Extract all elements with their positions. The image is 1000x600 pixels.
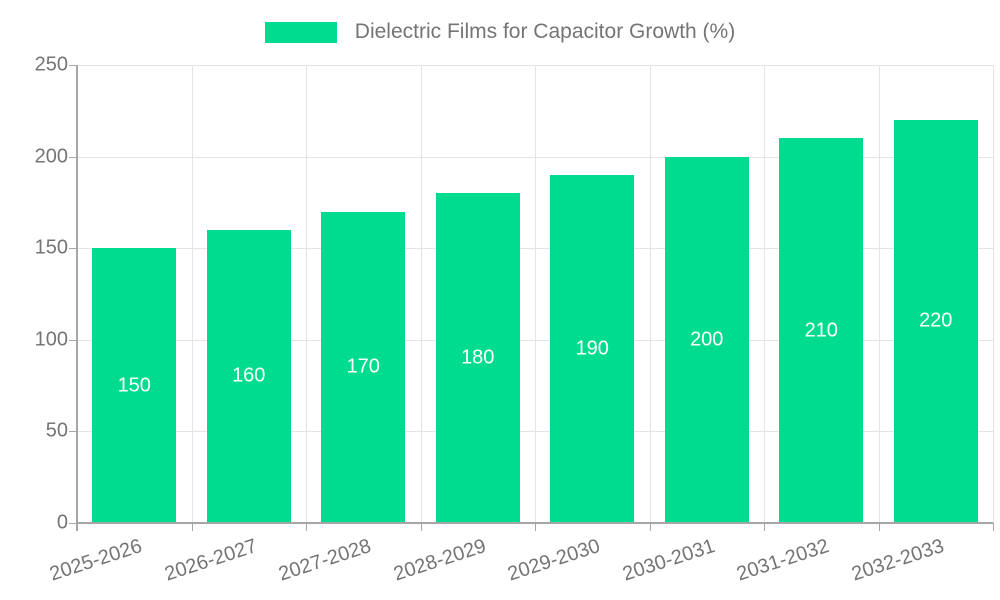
x-tick-label: 2031-2032 [734,535,833,586]
bar-value-label: 210 [804,319,838,342]
x-grid-line [764,65,765,523]
bar [550,174,635,522]
x-axis-tick [420,523,422,531]
y-tick-label: 250 [34,53,68,76]
x-grid-line [306,65,307,523]
y-axis-tick [69,65,77,66]
x-tick-label: 2030-2031 [619,535,718,586]
y-axis-tick [69,156,77,158]
y-axis-tick [69,248,77,250]
legend-swatch [264,21,337,43]
x-axis-line [77,522,993,524]
bar [435,193,520,522]
bar-value-label: 160 [232,364,266,387]
y-axis-tick [69,339,77,341]
x-tick-label: 2026-2027 [161,535,260,586]
bar [779,138,864,522]
x-grid-line [649,65,651,523]
chart-legend[interactable]: Dielectric Films for Capacitor Growth (%… [0,18,1000,46]
bar-value-label: 190 [575,337,609,360]
y-tick-label: 0 [56,511,68,534]
x-axis-tick [649,523,651,531]
bar [893,119,978,522]
x-grid-line [993,65,994,523]
bar [206,229,291,522]
bar [321,211,406,522]
y-tick-label: 200 [34,145,68,168]
x-axis-tick [191,523,193,531]
bar-value-label: 220 [919,309,953,332]
x-tick-label: 2025-2026 [47,535,146,586]
x-tick-label: 2028-2029 [390,535,489,586]
bar-value-label: 180 [461,346,495,369]
bar-value-label: 200 [690,328,724,351]
x-grid-line [420,65,422,523]
x-axis-tick [535,523,536,531]
x-grid-line [878,65,880,523]
x-axis-tick [878,523,880,531]
bar [664,156,749,522]
x-tick-label: 2029-2030 [505,535,604,586]
x-axis-tick [764,523,765,531]
x-axis-tick [306,523,307,531]
bar-value-label: 150 [117,374,151,397]
x-grid-line [191,65,193,523]
bar [92,248,177,522]
legend-label: Dielectric Films for Capacitor Growth (%… [354,20,736,43]
y-tick-label: 100 [34,328,68,351]
y-tick-label: 50 [45,419,68,442]
bar-value-label: 170 [346,355,380,378]
x-tick-label: 2032-2033 [848,535,947,586]
y-axis-tick [69,431,77,433]
y-axis-tick [69,523,77,524]
x-tick-label: 2027-2028 [276,535,375,586]
y-axis-line [76,65,78,531]
y-tick-label: 150 [34,236,68,259]
x-grid-line [535,65,536,523]
x-axis-tick [993,523,994,531]
